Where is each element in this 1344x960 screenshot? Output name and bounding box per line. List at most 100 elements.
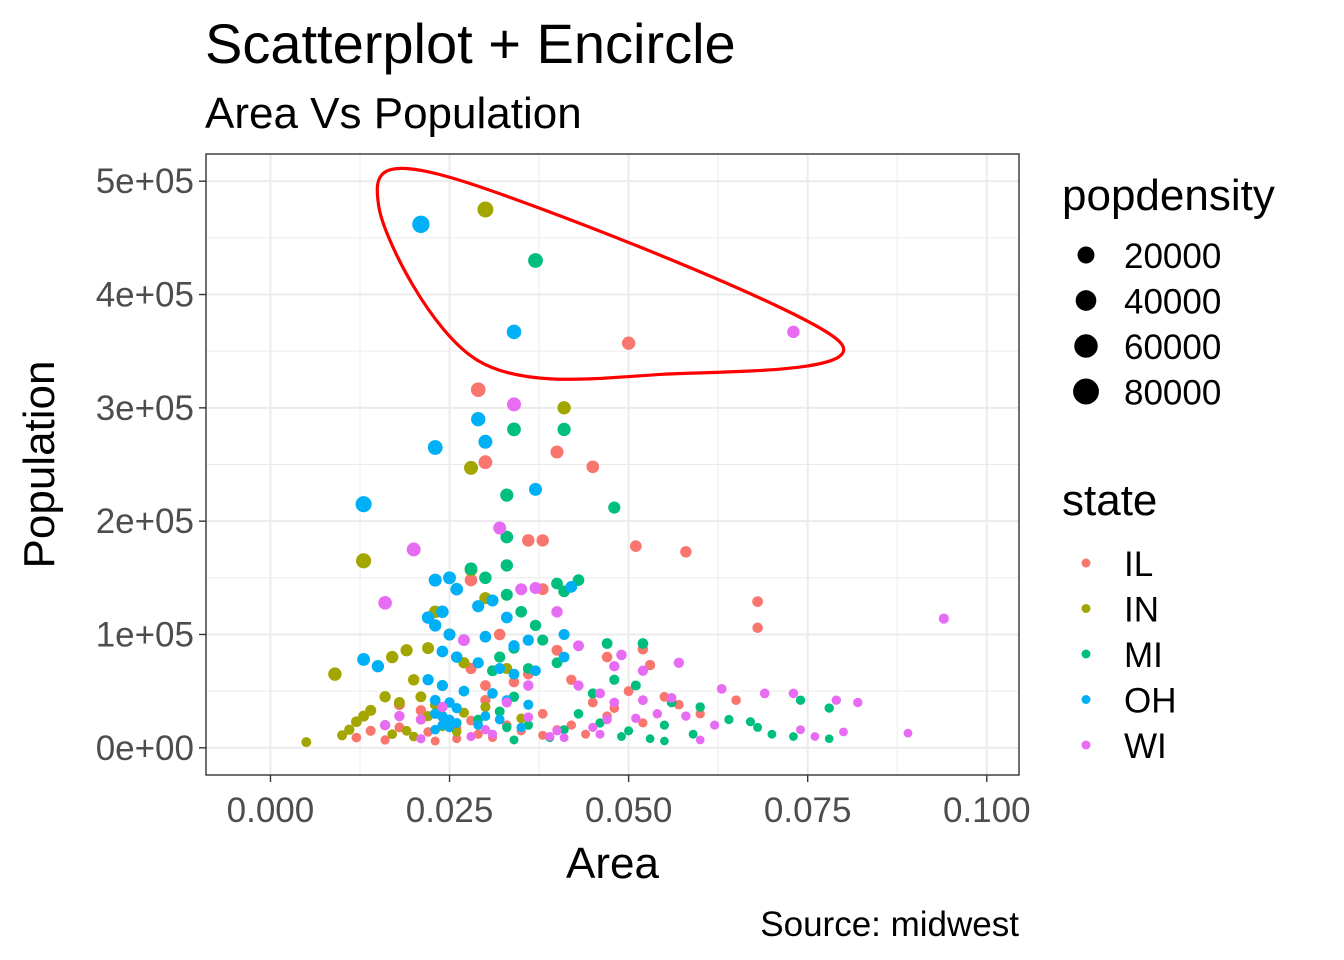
data-point-mi (587, 688, 598, 699)
data-point-in (401, 725, 412, 736)
x-axis-label: Area (566, 839, 659, 888)
data-point-mi (595, 718, 605, 728)
data-point-oh (508, 640, 520, 652)
data-point-mi (660, 736, 669, 746)
data-point-oh (558, 628, 570, 641)
data-point-oh (558, 651, 570, 663)
data-point-oh (529, 482, 542, 496)
data-point-mi (601, 638, 613, 649)
state-legend-dot-il (1081, 558, 1091, 568)
data-point-mi (559, 725, 569, 735)
data-point-oh (523, 699, 534, 710)
data-point-il (621, 336, 636, 350)
y-tick-label: 0e+00 (96, 729, 194, 768)
data-point-oh (478, 434, 493, 449)
data-point-mi (500, 559, 514, 572)
data-point-wi (853, 697, 863, 708)
size-legend-label: 40000 (1124, 283, 1221, 322)
data-point-in (415, 691, 427, 703)
data-point-mi (609, 674, 620, 685)
gridlines (206, 154, 1019, 775)
data-point-mi (573, 708, 584, 719)
data-point-wi (831, 695, 842, 705)
data-point-wi (695, 735, 705, 745)
state-legend-dot-in (1081, 604, 1091, 613)
data-point-wi (588, 722, 598, 733)
data-point-il (581, 729, 591, 739)
data-point-oh (436, 645, 449, 658)
data-point-mi (500, 530, 514, 544)
data-point-in (344, 724, 355, 735)
data-point-wi (507, 397, 521, 412)
data-point-wi (573, 640, 584, 652)
data-point-wi (378, 595, 392, 610)
data-point-oh (451, 702, 462, 714)
data-point-mi (645, 734, 655, 744)
data-point-oh (357, 652, 371, 666)
data-point-oh (421, 611, 435, 624)
data-point-wi (602, 714, 612, 725)
data-point-mi (500, 488, 514, 502)
data-point-oh (516, 722, 526, 733)
data-point-wi (458, 634, 470, 646)
data-point-wi (631, 713, 641, 724)
data-point-il (551, 644, 563, 656)
state-legend-label: WI (1124, 727, 1167, 766)
data-point-il (601, 651, 613, 663)
data-points (301, 201, 949, 748)
data-point-in (451, 727, 462, 737)
data-point-oh (486, 594, 499, 607)
data-point-il (480, 680, 491, 691)
data-point-mi (523, 720, 534, 730)
data-point-il (629, 540, 642, 552)
data-point-oh (429, 694, 441, 706)
data-point-oh (565, 581, 578, 593)
data-point-in (387, 729, 398, 740)
data-point-wi (938, 613, 949, 624)
data-point-in (422, 642, 435, 655)
y-tick-label: 2e+05 (96, 502, 194, 541)
data-point-mi (529, 619, 542, 632)
data-point-wi (609, 697, 620, 708)
data-point-wi (652, 709, 663, 719)
data-point-oh (443, 571, 456, 585)
data-point-wi (545, 731, 555, 742)
data-point-in (480, 701, 491, 713)
data-point-wi (379, 719, 391, 731)
data-point-mi (494, 706, 505, 717)
data-point-wi (839, 727, 848, 737)
data-point-mi (688, 729, 698, 739)
data-point-oh (508, 668, 520, 680)
x-tick-label: 0.075 (764, 791, 852, 830)
data-point-oh (522, 634, 534, 646)
y-axis-label: Population (15, 361, 64, 569)
data-point-oh (428, 573, 442, 587)
data-point-wi (903, 728, 913, 738)
size-legend-dot (1075, 290, 1097, 311)
data-point-il (538, 730, 548, 740)
state-legend-label: IL (1124, 545, 1153, 584)
data-point-wi (487, 729, 498, 739)
data-point-il (478, 455, 493, 470)
y-axis-ticks: 0e+00 1e+05 2e+05 3e+05 4e+05 5e+05 (96, 162, 206, 768)
data-point-mi (557, 422, 571, 437)
data-point-oh (436, 605, 449, 619)
data-point-il (566, 720, 576, 730)
data-point-il (351, 732, 362, 743)
data-point-in (464, 460, 478, 475)
data-point-oh (487, 688, 498, 699)
state-legend-label: MI (1124, 636, 1163, 675)
data-point-wi (787, 325, 800, 339)
data-point-wi (493, 521, 507, 535)
data-point-in (356, 553, 372, 569)
size-legend-label: 60000 (1124, 328, 1221, 367)
data-point-wi (595, 729, 605, 739)
data-point-il (659, 691, 670, 702)
data-point-in (379, 691, 391, 703)
data-point-wi (637, 665, 649, 676)
data-point-oh (451, 717, 462, 728)
data-point-oh (494, 663, 506, 674)
data-point-il (466, 715, 476, 726)
data-point-il (623, 686, 634, 697)
